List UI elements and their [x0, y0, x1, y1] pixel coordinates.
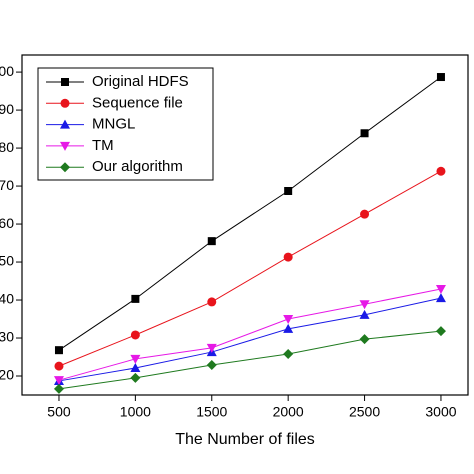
data-point: [131, 294, 140, 303]
y-tick-label: 50: [0, 253, 14, 269]
y-tick-label: 90: [0, 101, 14, 117]
legend-label: Our algorithm: [92, 158, 183, 175]
data-point: [359, 334, 370, 345]
x-axis-label: The Number of files: [175, 431, 315, 448]
series-line: [58, 330, 442, 390]
legend-marker: [61, 78, 69, 86]
data-point: [53, 376, 64, 386]
data-point: [130, 354, 141, 364]
data-point: [130, 363, 141, 373]
series-line: [58, 76, 442, 351]
y-tick-label: 40: [0, 291, 14, 307]
data-point: [284, 187, 293, 195]
data-point: [207, 297, 217, 307]
y-tick-label: 80: [0, 139, 14, 155]
y-tick-label: 30: [0, 329, 14, 345]
data-point: [359, 300, 370, 310]
data-point: [130, 330, 140, 340]
data-point: [283, 323, 294, 333]
legend-marker: [60, 141, 70, 151]
data-point: [360, 209, 370, 219]
data-point: [436, 73, 445, 82]
legend-label: TM: [92, 137, 114, 154]
y-tick-label: 100: [0, 63, 14, 79]
data-point: [359, 309, 370, 319]
data-point: [207, 237, 216, 246]
data-point: [53, 383, 64, 394]
legend-label: Original HDFS: [92, 73, 189, 90]
x-tick-label: 3000: [425, 404, 456, 420]
series-line: [58, 170, 442, 367]
data-point: [54, 346, 63, 355]
y-tick-label: 60: [0, 215, 14, 231]
data-point: [435, 285, 446, 295]
data-point: [436, 166, 446, 176]
data-point: [283, 348, 294, 359]
data-point: [435, 326, 446, 337]
plot-frame: [21, 54, 469, 396]
series-line: [58, 297, 442, 382]
data-point: [206, 359, 217, 370]
legend-marker: [60, 98, 70, 108]
legend-marker: [60, 162, 70, 173]
y-tick-label: 20: [0, 367, 14, 383]
x-tick-label: 1000: [120, 404, 151, 420]
y-tick-label: 70: [0, 177, 14, 193]
data-point: [283, 252, 293, 262]
legend-label: Sequence file: [92, 94, 183, 111]
series-line: [58, 288, 442, 381]
legend-label: MNGL: [92, 116, 135, 133]
data-point: [206, 343, 217, 353]
x-tick-label: 2500: [349, 404, 380, 420]
x-tick-label: 2000: [273, 404, 304, 420]
data-point: [360, 129, 369, 138]
data-point: [435, 293, 446, 303]
legend-marker: [60, 119, 70, 129]
x-tick-label: 500: [47, 404, 71, 420]
x-tick-label: 1500: [196, 404, 227, 420]
data-point: [130, 372, 141, 383]
data-point: [54, 361, 64, 371]
data-point: [283, 315, 294, 325]
